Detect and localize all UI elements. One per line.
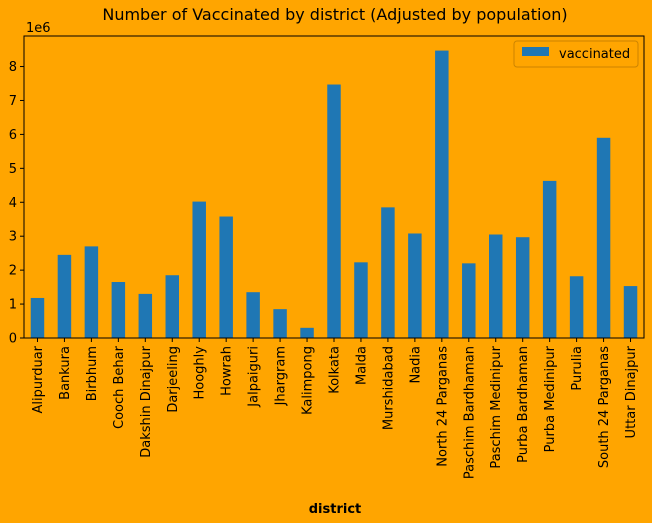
bar-18 — [515, 237, 530, 338]
x-tick-label: Alipurduar — [31, 345, 46, 413]
legend-swatch — [522, 47, 549, 56]
bar-7 — [219, 216, 233, 338]
x-tick-label: Paschim Bardhaman — [462, 346, 477, 479]
x-axis: Alipurduar Bankura Birbhum Cooch Behar Daksh… — [31, 338, 639, 479]
y-tick-label: 4 — [9, 196, 17, 211]
y-axis: 0 1 2 3 4 5 6 7 8 — [9, 60, 24, 347]
x-tick-label: Birbhum — [85, 346, 100, 401]
x-tick-label: Malda — [354, 346, 369, 385]
bar-9 — [273, 309, 287, 338]
x-tick-label: Bankura — [58, 346, 73, 400]
y-tick-label: 6 — [9, 128, 17, 143]
x-tick-label: Purba Bardhaman — [516, 346, 531, 463]
legend-label: vaccinated — [559, 47, 630, 62]
x-tick-label: Dakshin Dinajpur — [139, 345, 154, 457]
x-tick-label: Jalpaiguri — [247, 346, 262, 408]
bar-0 — [30, 297, 45, 338]
bars — [30, 50, 638, 339]
y-tick-label: 8 — [9, 60, 17, 75]
bar-10 — [300, 327, 314, 338]
x-tick-label: Paschim Medinipur — [489, 345, 504, 468]
bar-3 — [111, 282, 126, 338]
x-tick-label: Uttar Dinajpur — [624, 345, 639, 438]
bar-14 — [408, 233, 422, 338]
bar-6 — [192, 201, 206, 338]
y-offset-label: 1e6 — [26, 21, 51, 36]
x-tick-label: Purulia — [570, 346, 585, 391]
x-tick-label: Darjeeling — [166, 346, 181, 413]
bar-17 — [489, 234, 503, 338]
x-axis-label: district — [309, 502, 362, 517]
bar-13 — [381, 207, 395, 338]
bar-4 — [138, 293, 153, 338]
x-tick-label: Jhargram — [274, 346, 289, 406]
y-tick-label: 5 — [9, 162, 17, 177]
bar-22 — [623, 286, 638, 338]
bar-8 — [246, 292, 260, 338]
x-tick-label: Kalimpong — [301, 346, 316, 415]
bar-16 — [462, 263, 476, 338]
y-tick-label: 3 — [9, 230, 17, 245]
x-tick-label: Hooghly — [193, 346, 208, 400]
x-tick-label: Nadia — [408, 346, 423, 384]
y-tick-label: 0 — [9, 332, 17, 347]
x-tick-label: South 24 Parganas — [597, 346, 612, 468]
plot-frame — [23, 35, 645, 339]
y-tick-label: 7 — [9, 94, 17, 109]
bar-2 — [84, 246, 99, 338]
y-tick-label: 1 — [9, 298, 17, 313]
x-tick-label: North 24 Parganas — [435, 346, 450, 467]
bar-1 — [57, 254, 72, 338]
chart-title: Number of Vaccinated by district (Adjust… — [102, 5, 567, 24]
x-tick-label: Cooch Behar — [112, 345, 127, 429]
y-tick-label: 2 — [9, 264, 17, 279]
x-tick-label: Murshidabad — [381, 346, 396, 430]
bar-20 — [569, 276, 584, 338]
bar-19 — [542, 180, 557, 338]
x-tick-label: Purba Medinipur — [543, 345, 558, 452]
legend: vaccinated — [513, 40, 639, 68]
bar-11 — [327, 84, 341, 339]
bar-12 — [354, 262, 368, 338]
bar-5 — [165, 275, 179, 338]
bar-15 — [435, 50, 449, 339]
x-tick-label: Howrah — [220, 346, 235, 396]
x-tick-label: Kolkata — [328, 346, 343, 394]
bar-21 — [596, 137, 611, 338]
